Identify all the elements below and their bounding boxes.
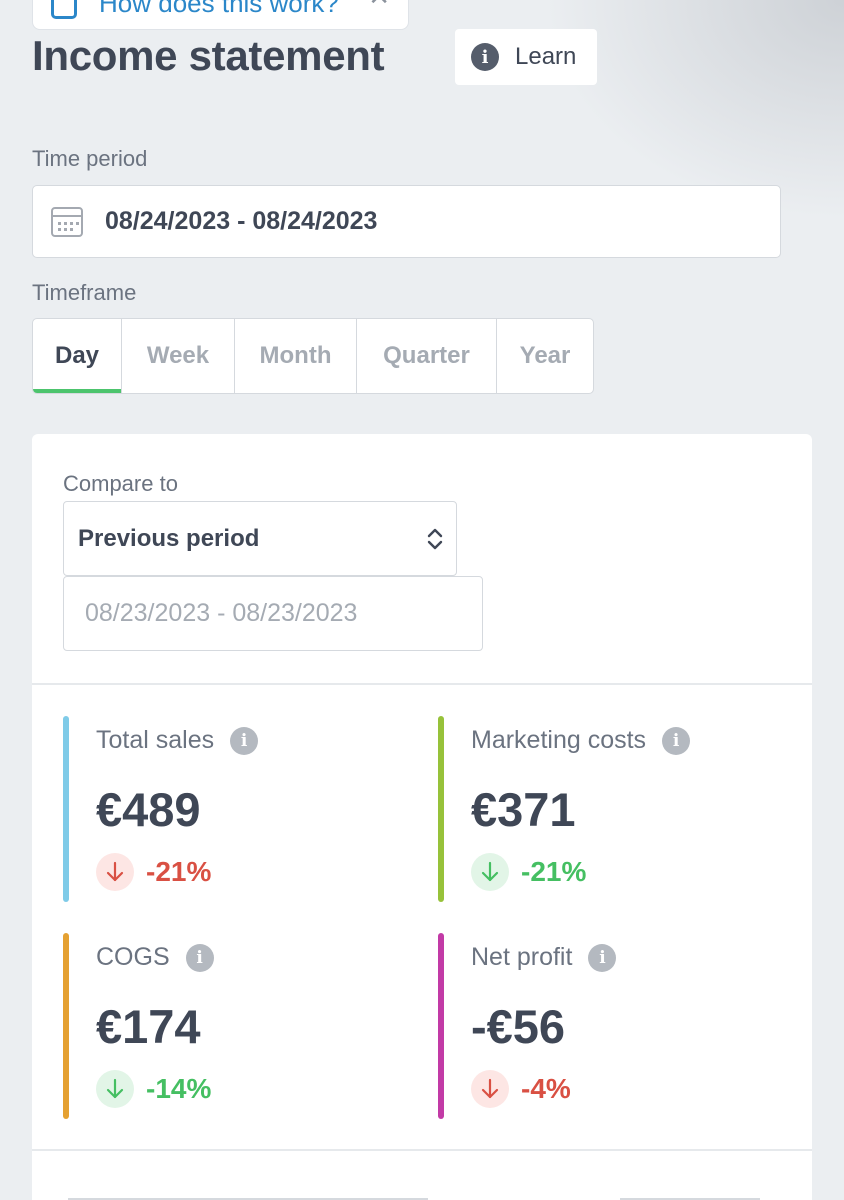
metric-marketing-costs: Marketing costs i €371 -21% xyxy=(438,716,758,902)
metric-color-bar xyxy=(438,716,444,902)
compare-label: Compare to xyxy=(63,471,178,496)
arrow-down-icon xyxy=(96,1070,134,1108)
help-icon xyxy=(51,0,77,19)
info-icon[interactable]: i xyxy=(185,943,214,972)
tab-month[interactable]: Month xyxy=(235,319,357,393)
compare-date-range[interactable]: 08/23/2023 - 08/23/2023 xyxy=(63,576,483,651)
tab-day[interactable]: Day xyxy=(33,319,122,393)
tab-week[interactable]: Week xyxy=(122,319,235,393)
next-control-edge xyxy=(620,1198,760,1200)
timeframe-tabs: Day Week Month Quarter Year xyxy=(32,318,594,394)
chevron-updown-icon xyxy=(427,528,443,549)
time-period-value: 08/24/2023 - 08/24/2023 xyxy=(105,207,378,235)
arrow-down-icon xyxy=(96,853,134,891)
tab-quarter[interactable]: Quarter xyxy=(357,319,497,393)
help-banner[interactable]: How does this work? ✕ xyxy=(32,0,409,30)
arrow-down-icon xyxy=(471,1070,509,1108)
learn-button[interactable]: i Learn xyxy=(455,29,597,85)
metric-label: Total sales xyxy=(96,726,215,754)
metric-change: -4% xyxy=(521,1073,571,1104)
income-card: Compare to Previous period 08/23/2023 - … xyxy=(32,434,812,1200)
metric-change: -21% xyxy=(146,856,212,887)
metric-label: Net profit xyxy=(471,943,573,971)
arrow-down-icon xyxy=(471,853,509,891)
time-period-label: Time period xyxy=(32,146,148,171)
metric-cogs: COGS i €174 -14% xyxy=(63,933,383,1119)
info-icon: i xyxy=(471,43,499,71)
calendar-icon xyxy=(51,206,83,237)
metric-change: -14% xyxy=(146,1073,212,1104)
learn-label: Learn xyxy=(515,43,577,70)
divider xyxy=(32,683,812,685)
info-icon[interactable]: i xyxy=(662,726,691,755)
metric-change: -21% xyxy=(521,856,587,887)
metric-value: €174 xyxy=(96,1000,201,1053)
time-period-input[interactable]: 08/24/2023 - 08/24/2023 xyxy=(32,185,781,258)
next-control-edge xyxy=(68,1198,428,1200)
metric-value: €371 xyxy=(471,783,576,836)
metric-color-bar xyxy=(438,933,444,1119)
tab-year[interactable]: Year xyxy=(519,342,571,369)
close-icon[interactable]: ✕ xyxy=(368,0,390,9)
divider xyxy=(32,1149,812,1151)
metric-color-bar xyxy=(63,933,69,1119)
timeframe-label: Timeframe xyxy=(32,280,137,305)
info-icon[interactable]: i xyxy=(230,726,259,755)
page-title: Income statement xyxy=(32,32,385,79)
metric-value: €489 xyxy=(96,783,201,836)
metric-label: Marketing costs xyxy=(471,726,647,754)
compare-select[interactable]: Previous period xyxy=(63,501,457,576)
metric-net-profit: Net profit i -€56 -4% xyxy=(438,933,758,1119)
metric-color-bar xyxy=(63,716,69,902)
metric-label: COGS xyxy=(96,943,170,971)
help-banner-text[interactable]: How does this work? xyxy=(99,0,339,18)
metric-total-sales: Total sales i €489 -21% xyxy=(63,716,383,902)
info-icon[interactable]: i xyxy=(588,943,617,972)
metric-value: -€56 xyxy=(471,1000,566,1053)
compare-selected-value: Previous period xyxy=(78,524,260,552)
